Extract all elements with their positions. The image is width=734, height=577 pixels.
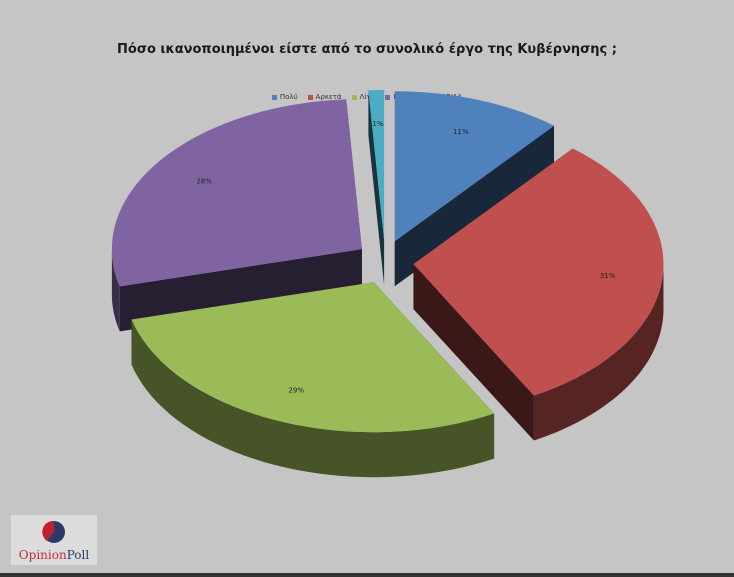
legend-swatch: [271, 94, 277, 100]
legend-item: Πολύ: [271, 93, 298, 101]
pie-slice: 29%: [131, 282, 495, 478]
slice-side: [413, 264, 534, 441]
slice-side: [119, 249, 362, 332]
data-label: 28%: [196, 177, 212, 185]
legend-item: Λίγο: [351, 93, 375, 101]
slice-wall: [131, 319, 495, 478]
slice-top: [368, 90, 385, 241]
slice-side: [368, 90, 385, 286]
pie-slice: 11%: [394, 91, 555, 287]
legend-swatch: [307, 94, 313, 100]
slice-wall: [111, 249, 120, 332]
opinionpoll-logo: OpinionPoll: [11, 515, 97, 565]
pie-slice: 1%: [368, 90, 385, 286]
data-label: 11%: [453, 128, 469, 136]
slice-side: [394, 125, 555, 287]
legend-swatch: [351, 94, 357, 100]
bottom-bar: [0, 573, 734, 577]
chart-title: Πόσο ικανοποιημένοι είστε από το συνολικ…: [117, 42, 617, 57]
legend-swatch: [385, 94, 391, 100]
data-label: 31%: [600, 272, 616, 280]
data-label: 1%: [372, 120, 383, 128]
slice-top: [111, 99, 362, 287]
slice-top: [131, 282, 495, 433]
data-label: 29%: [288, 387, 304, 395]
slice-top: [394, 91, 555, 242]
pie-slice: 28%: [111, 99, 362, 332]
slice-top: [413, 148, 664, 396]
slice-wall: [533, 264, 664, 441]
legend-item: Αρκετά: [307, 93, 342, 101]
pie-slice: 31%: [413, 148, 664, 441]
